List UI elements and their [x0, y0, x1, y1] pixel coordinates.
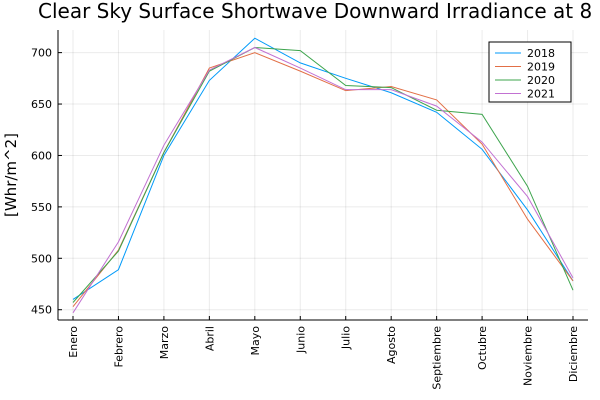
x-tick-label: Junio	[294, 326, 307, 354]
y-tick-label: 450	[31, 304, 52, 317]
legend-label: 2019	[527, 61, 555, 74]
chart-title: Clear Sky Surface Shortwave Downward Irr…	[38, 0, 592, 23]
legend-label: 2020	[527, 74, 555, 87]
legend-box	[488, 41, 572, 103]
series-line	[72, 46, 574, 314]
x-tick-label: Abril	[203, 326, 216, 351]
legend-label: 2018	[527, 47, 555, 60]
y-tick-label: 700	[31, 47, 52, 60]
x-tick-label: Septiembre	[431, 326, 444, 390]
x-tick-label: Enero	[67, 326, 80, 358]
x-tick-label: Julio	[340, 326, 353, 350]
y-tick-label: 500	[31, 252, 52, 265]
y-axis-label: [Whr/m^2]	[2, 133, 20, 217]
x-tick-label: Noviembre	[522, 326, 535, 386]
x-tick-label: Diciembre	[567, 326, 580, 382]
x-tick-label: Agosto	[385, 326, 398, 364]
legend-label: 2021	[527, 88, 555, 101]
x-tick-label: Mayo	[249, 326, 262, 356]
y-tick-label: 550	[31, 201, 52, 214]
y-tick-label: 650	[31, 98, 52, 111]
series-line	[72, 46, 574, 303]
x-tick-label: Marzo	[158, 326, 171, 360]
x-tick-label: Octubre	[476, 326, 489, 370]
x-tick-label: Febrero	[112, 326, 125, 368]
series-line	[72, 37, 574, 300]
y-tick-label: 600	[31, 149, 52, 162]
x-axis-label: Mes	[308, 398, 338, 400]
